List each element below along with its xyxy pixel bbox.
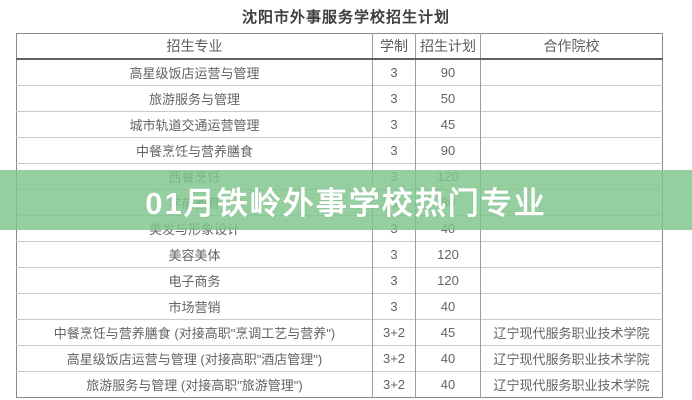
- cell-major: 高星级饭店运营与管理 (对接高职"酒店管理"): [16, 345, 373, 372]
- cell-major: 电子商务: [16, 267, 373, 294]
- cell-major: 旅游服务与管理: [16, 85, 373, 112]
- cell-duration: 3: [372, 111, 416, 138]
- header-partner: 合作院校: [480, 33, 663, 60]
- cell-major: 旅游服务与管理 (对接高职"旅游管理"): [16, 371, 373, 398]
- table-row: 美容美体 3 120: [16, 241, 663, 268]
- cell-major: 中餐烹饪与营养膳食: [16, 137, 373, 164]
- cell-partner: 辽宁现代服务职业技术学院: [480, 371, 663, 398]
- cell-plan: 90: [415, 137, 481, 164]
- header-plan: 招生计划: [415, 33, 481, 60]
- table-row: 市场营销 3 40: [16, 293, 663, 320]
- cell-plan: 45: [415, 111, 481, 138]
- cell-plan: 120: [415, 267, 481, 294]
- table-row: 城市轨道交通运营管理 3 45: [16, 111, 663, 138]
- table-row: 电子商务 3 120: [16, 267, 663, 294]
- cell-plan: 90: [415, 59, 481, 86]
- cell-duration: 3: [372, 267, 416, 294]
- overlay-title: 01月铁岭外事学校热门专业: [145, 185, 547, 221]
- cell-duration: 3: [372, 241, 416, 268]
- table-row: 中餐烹饪与营养膳食 (对接高职"烹调工艺与营养") 3+2 45 辽宁现代服务职…: [16, 319, 663, 346]
- cell-duration: 3: [372, 137, 416, 164]
- table-row: 高星级饭店运营与管理 (对接高职"酒店管理") 3+2 40 辽宁现代服务职业技…: [16, 345, 663, 372]
- cell-partner: 辽宁现代服务职业技术学院: [480, 345, 663, 372]
- table-row: 高星级饭店运营与管理 3 90: [17, 59, 663, 86]
- table-row: 旅游服务与管理 (对接高职"旅游管理") 3+2 40 辽宁现代服务职业技术学院: [16, 371, 663, 398]
- cell-major: 中餐烹饪与营养膳食 (对接高职"烹调工艺与营养"): [16, 319, 373, 346]
- cell-duration: 3+2: [372, 319, 416, 346]
- cell-partner: [480, 293, 663, 320]
- cell-major: 高星级饭店运营与管理: [129, 66, 260, 81]
- table-header-row: 招生专业 学制 招生计划 合作院校: [16, 33, 663, 60]
- cell-partner: [480, 111, 663, 138]
- cell-duration: 3+2: [372, 371, 416, 398]
- cell-duration: 3+2: [372, 345, 416, 372]
- cell-partner: [480, 241, 663, 268]
- table-row: 中餐烹饪与营养膳食 3 90: [16, 137, 663, 164]
- cell-plan: 40: [415, 371, 481, 398]
- cell-plan: 45: [415, 319, 481, 346]
- cell-major: 市场营销: [16, 293, 373, 320]
- cell-plan: 50: [415, 85, 481, 112]
- cell-partner: 辽宁现代服务职业技术学院: [480, 319, 663, 346]
- page-title: 沈阳市外事服务学校招生计划: [241, 9, 450, 26]
- cell-partner: [480, 85, 663, 112]
- table-row: 旅游服务与管理 3 50: [16, 85, 663, 112]
- cell-duration: 3: [372, 59, 416, 86]
- cell-duration: 3: [372, 293, 416, 320]
- header-major: 招生专业: [16, 33, 373, 60]
- header-duration: 学制: [372, 33, 416, 60]
- overlay-banner: 01月铁岭外事学校热门专业: [0, 170, 692, 230]
- cell-plan: 40: [415, 293, 481, 320]
- cell-major: 美容美体: [16, 241, 373, 268]
- cell-partner: [480, 137, 663, 164]
- cell-plan: 120: [415, 241, 481, 268]
- cell-duration: 3: [372, 85, 416, 112]
- cell-major: 城市轨道交通运营管理: [16, 111, 373, 138]
- cell-partner: [480, 59, 663, 86]
- cell-partner: [480, 267, 663, 294]
- cell-plan: 40: [415, 345, 481, 372]
